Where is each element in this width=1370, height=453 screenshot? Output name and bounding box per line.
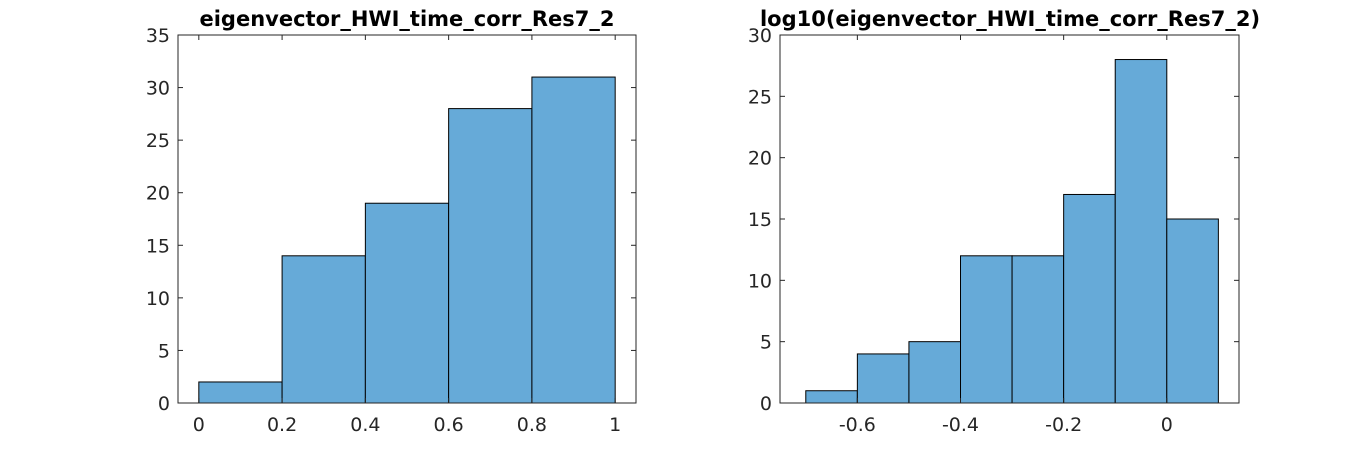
histogram-bar — [909, 342, 961, 403]
x-tick-label: 0 — [193, 414, 205, 436]
y-tick-label: 25 — [146, 130, 170, 152]
x-tick-label: 0.8 — [517, 414, 547, 436]
y-tick-label: 5 — [158, 340, 170, 362]
y-tick-label: 30 — [748, 25, 772, 47]
y-tick-label: 35 — [146, 25, 170, 47]
x-tick-label: 0.4 — [350, 414, 380, 436]
y-tick-label: 20 — [748, 148, 772, 170]
x-tick-label: 0 — [1161, 414, 1173, 436]
y-tick-label: 0 — [760, 393, 772, 415]
chart-title: eigenvector_HWI_time_corr_Res7_2 — [199, 7, 614, 31]
chart-title: log10(eigenvector_HWI_time_corr_Res7_2) — [760, 7, 1260, 31]
histogram-bar — [857, 354, 909, 403]
y-tick-label: 10 — [748, 270, 772, 292]
x-tick-label: 1 — [609, 414, 621, 436]
histogram-panel-log10: log10(eigenvector_HWI_time_corr_Res7_2) … — [748, 7, 1260, 436]
x-tick-label: -0.6 — [839, 414, 876, 436]
y-tick-label: 15 — [146, 235, 170, 257]
histogram-bar — [1064, 194, 1116, 403]
y-tick-label: 10 — [146, 288, 170, 310]
y-tick-label: 0 — [158, 393, 170, 415]
histogram-bar — [282, 256, 365, 403]
histogram-bar — [1115, 60, 1167, 403]
y-tick-label: 20 — [146, 183, 170, 205]
x-tick-label: -0.4 — [942, 414, 979, 436]
histogram-panel-raw: eigenvector_HWI_time_corr_Res7_2 0 0.2 0.4… — [146, 7, 636, 436]
bar-group — [806, 60, 1219, 403]
y-tick-label: 25 — [748, 86, 772, 108]
bar-group — [199, 77, 615, 403]
y-tick-label: 15 — [748, 209, 772, 231]
y-tick-label: 30 — [146, 78, 170, 100]
histogram-bar — [199, 382, 282, 403]
y-tick-label: 5 — [760, 332, 772, 354]
histogram-bar — [449, 109, 532, 403]
histogram-bar — [1012, 256, 1064, 403]
x-tick-label: 0.6 — [434, 414, 464, 436]
histogram-bar — [532, 77, 615, 403]
histogram-bar — [806, 391, 858, 403]
x-tick-label: -0.2 — [1045, 414, 1082, 436]
histogram-bar — [365, 203, 448, 403]
x-tick-label: 0.2 — [267, 414, 297, 436]
histogram-bar — [961, 256, 1013, 403]
histogram-bar — [1167, 219, 1219, 403]
